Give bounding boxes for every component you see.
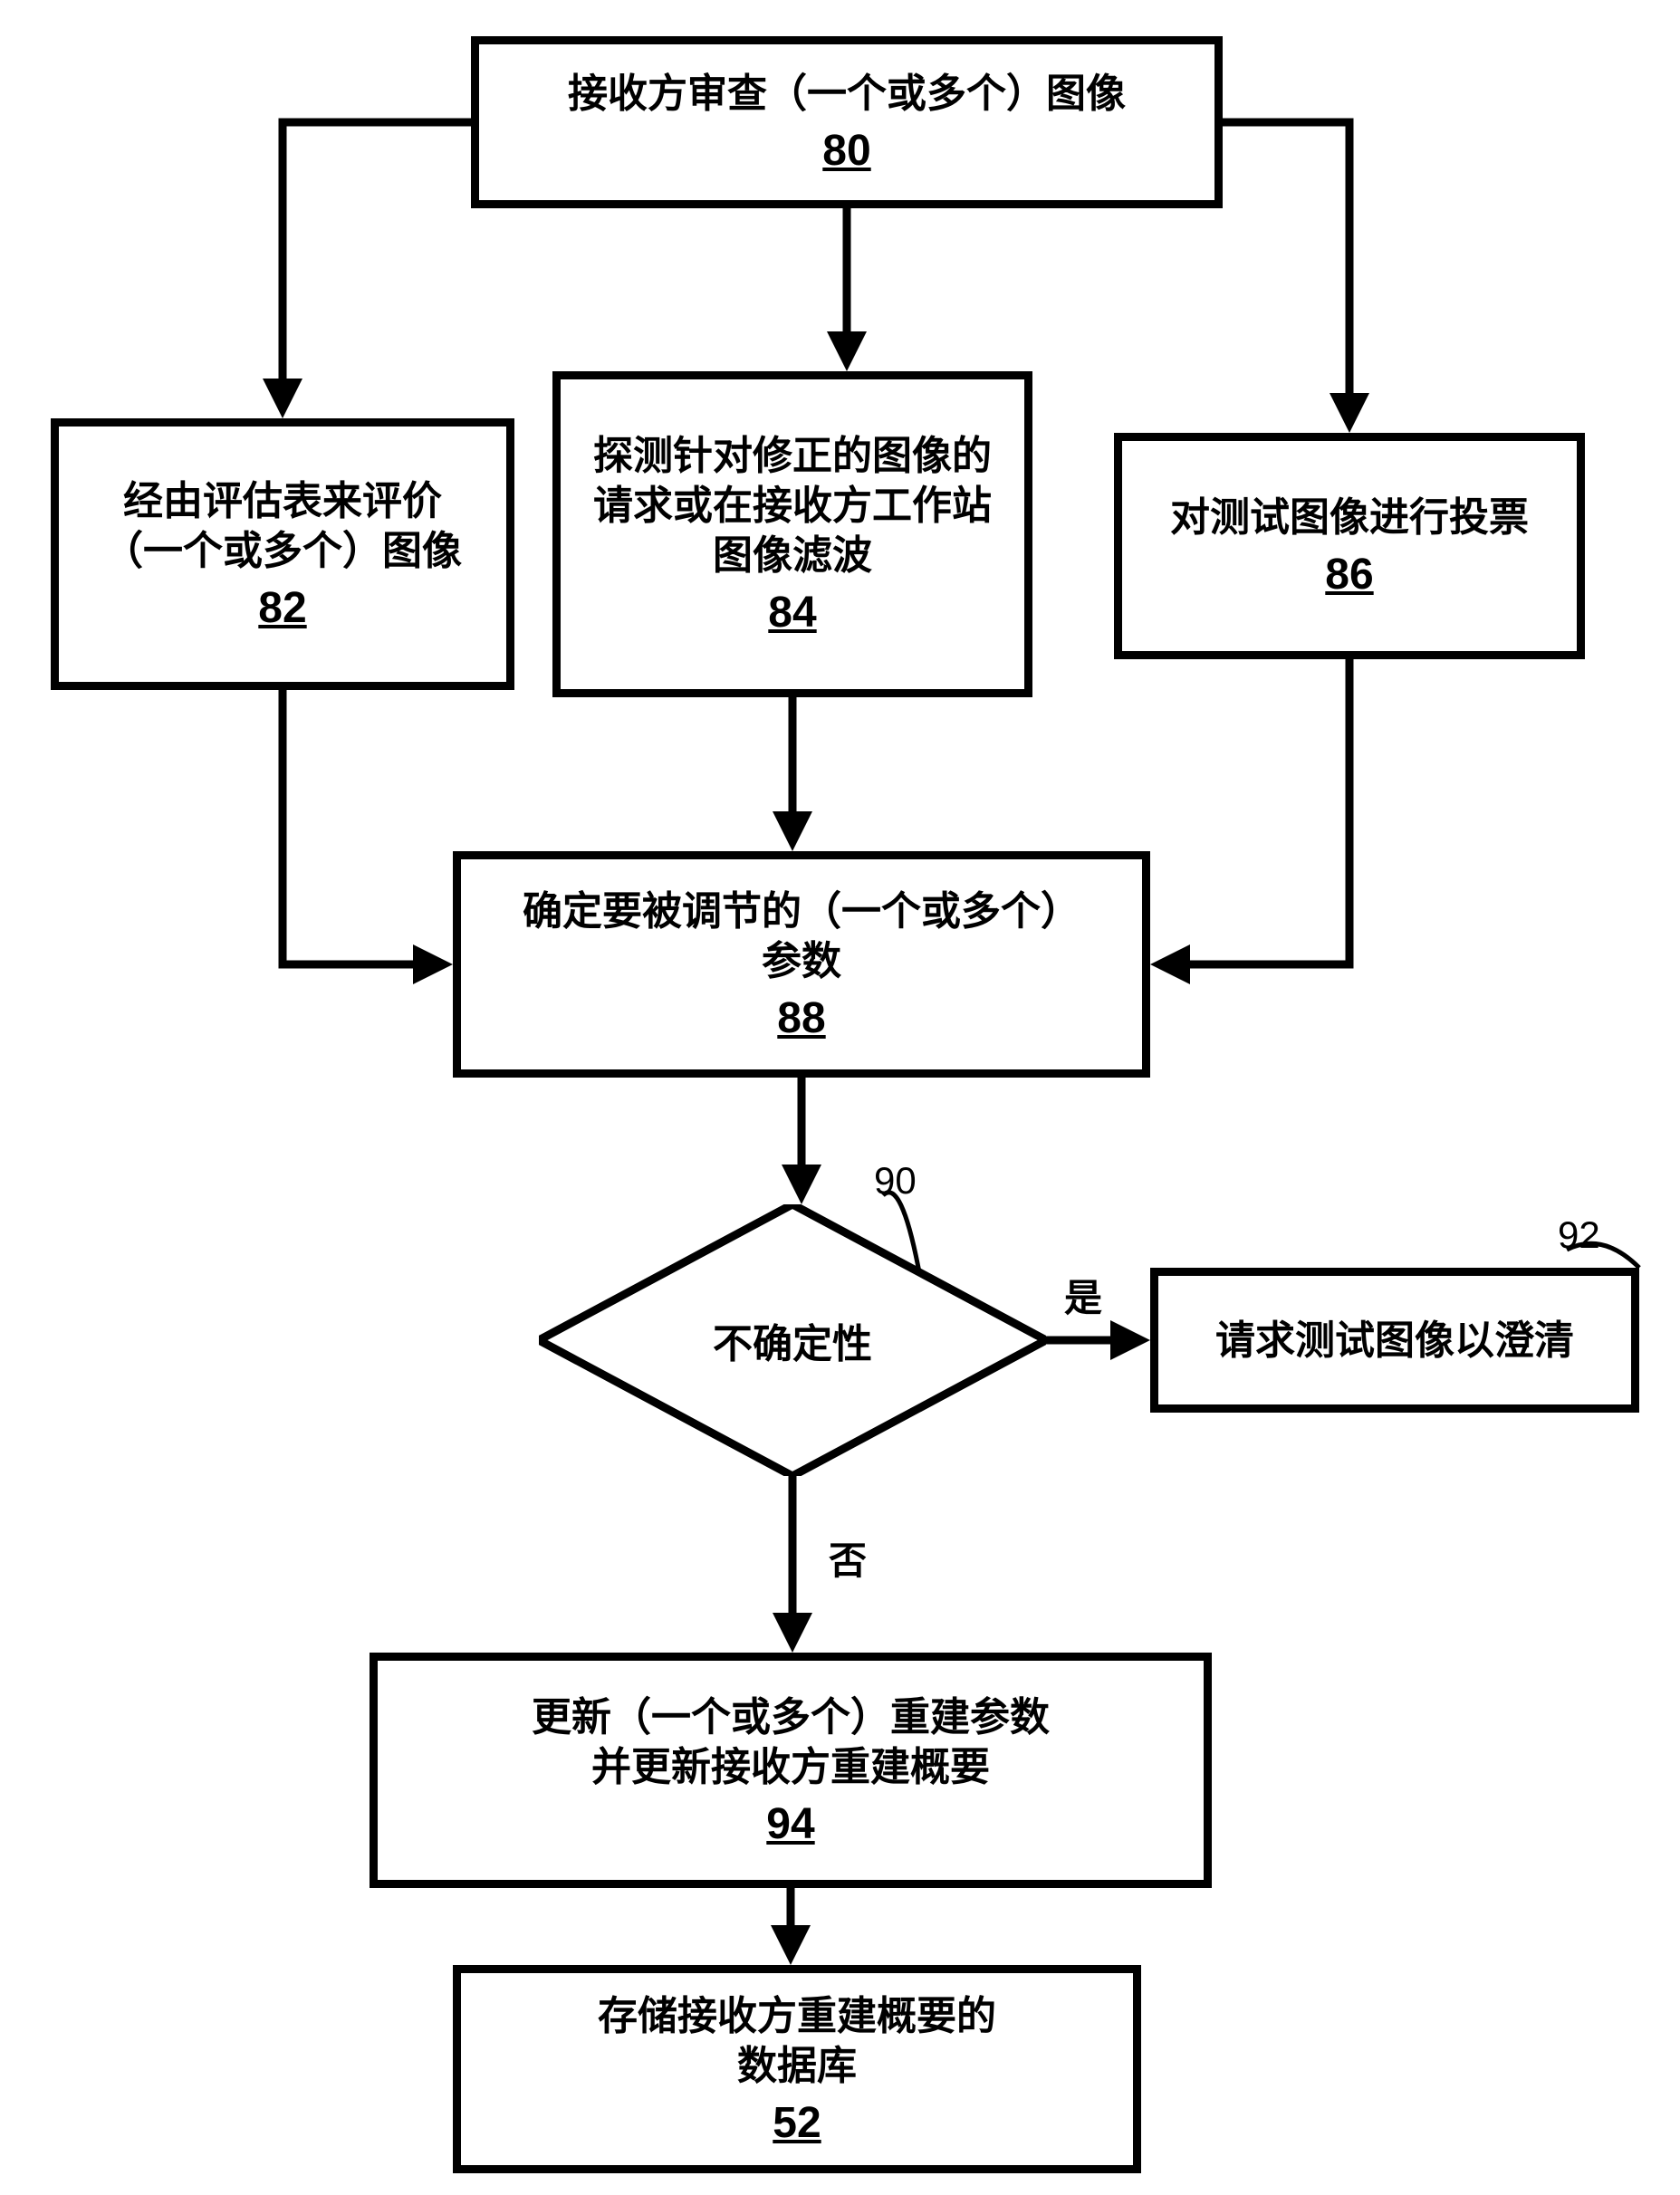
node-label: 确定要被调节的（一个或多个） 参数 <box>523 887 1080 986</box>
flow-decision-90: 不确定性 <box>539 1204 1046 1476</box>
node-number: 52 <box>773 2098 821 2148</box>
node-number: 80 <box>822 126 870 176</box>
edge-label-no: 否 <box>829 1530 867 1586</box>
flow-node-52: 存储接收方重建概要的 数据库 52 <box>453 1965 1141 2173</box>
flow-node-86: 对测试图像进行投票 86 <box>1114 433 1585 659</box>
node-label: 对测试图像进行投票 <box>1170 493 1529 542</box>
flow-node-80: 接收方审查（一个或多个）图像 80 <box>471 36 1223 208</box>
flow-node-82: 经由评估表来评价 （一个或多个）图像 82 <box>51 418 514 690</box>
flow-node-84: 探测针对修正的图像的 请求或在接收方工作站 图像滤波 84 <box>552 371 1032 697</box>
node-label: 存储接收方重建概要的 数据库 <box>598 1991 996 2091</box>
node-number: 82 <box>258 583 306 633</box>
flow-node-92: 请求测试图像以澄清 <box>1150 1268 1639 1413</box>
node-label: 经由评估表来评价 （一个或多个）图像 <box>103 476 462 576</box>
edge-label-yes: 是 <box>1064 1268 1102 1323</box>
node-number: 88 <box>777 993 825 1043</box>
node-number: 86 <box>1325 550 1373 599</box>
flow-node-94: 更新（一个或多个）重建参数 并更新接收方重建概要 94 <box>370 1653 1212 1888</box>
node-label: 更新（一个或多个）重建参数 并更新接收方重建概要 <box>532 1692 1050 1792</box>
callout-90: 90 <box>874 1159 917 1203</box>
node-number: 84 <box>768 588 816 637</box>
decision-label: 不确定性 <box>539 1311 1046 1369</box>
flow-node-88: 确定要被调节的（一个或多个） 参数 88 <box>453 851 1150 1078</box>
node-label: 请求测试图像以澄清 <box>1215 1316 1574 1366</box>
node-label: 探测针对修正的图像的 请求或在接收方工作站 图像滤波 <box>593 431 992 580</box>
node-label: 接收方审查（一个或多个）图像 <box>568 69 1126 119</box>
callout-92: 92 <box>1558 1213 1600 1257</box>
node-number: 94 <box>766 1799 814 1849</box>
